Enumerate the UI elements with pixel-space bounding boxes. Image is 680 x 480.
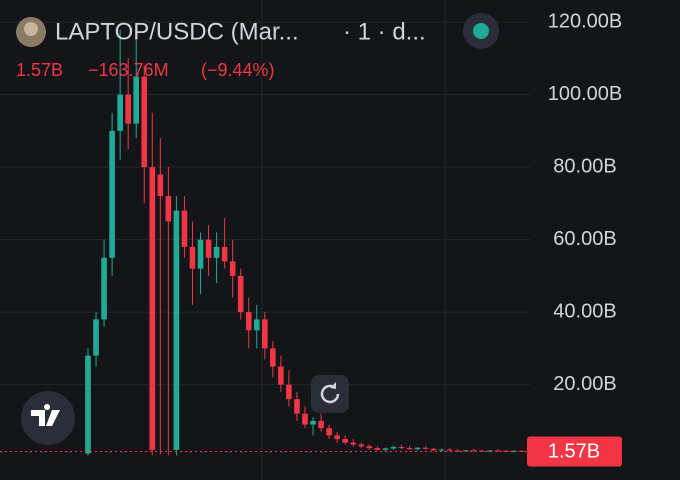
candle-body — [302, 413, 308, 425]
tv-logo-mark — [31, 404, 60, 426]
candle-body — [422, 447, 429, 449]
tv-logo[interactable] — [21, 391, 75, 445]
candle-body — [398, 447, 405, 449]
y-tick-label: 20.00B — [553, 373, 616, 395]
candle-body — [197, 239, 204, 269]
symbol-title[interactable]: LAPTOP/USDC (Mar... — [55, 18, 299, 45]
candle-body — [350, 442, 357, 445]
candle-body — [85, 355, 91, 454]
candle-body — [511, 450, 517, 452]
candle-body — [109, 130, 115, 258]
candle-body — [390, 447, 397, 449]
candle-body — [221, 246, 228, 262]
candle-body — [414, 447, 421, 450]
candle-body — [326, 428, 332, 436]
candle-body — [237, 275, 244, 313]
y-tick-label: 100.00B — [548, 83, 623, 105]
candle-body — [334, 435, 340, 440]
reset-icon-arrow — [330, 382, 336, 389]
candle-body — [286, 384, 292, 400]
candle-body — [270, 348, 276, 367]
candle-body — [374, 448, 381, 450]
candle-body — [382, 448, 389, 450]
reset-icon — [320, 384, 340, 404]
candle-body — [253, 319, 260, 331]
candle-body — [245, 312, 252, 331]
candle-body — [406, 448, 413, 450]
candle-body — [310, 420, 316, 425]
candle-body — [358, 444, 365, 447]
candle-body — [133, 76, 140, 124]
candle-body — [470, 450, 477, 452]
candle-body — [495, 450, 501, 452]
candle-body — [446, 449, 453, 451]
candle-body — [181, 210, 188, 247]
last-price: 1.57B — [16, 60, 63, 80]
candle-body — [342, 439, 348, 443]
candle-body — [462, 450, 469, 452]
candle-body — [93, 319, 99, 356]
avatar-face — [24, 22, 38, 36]
candle-body — [165, 196, 172, 222]
candle-body — [262, 319, 268, 349]
y-tick-label: 80.00B — [553, 155, 616, 177]
candle-body — [213, 246, 220, 258]
price-label-box — [527, 436, 622, 467]
price-label: 1.57B — [548, 441, 600, 463]
candle-body — [366, 446, 373, 449]
interval[interactable]: · 1 · d... — [343, 18, 426, 45]
candle-body — [125, 94, 131, 124]
candle-body — [117, 94, 123, 131]
status-dot — [473, 23, 489, 39]
candle-body — [430, 448, 437, 451]
candle-body — [318, 420, 324, 429]
candle-body — [438, 449, 445, 451]
candle-body — [278, 366, 284, 385]
change-percent: (−9.44%) — [201, 60, 275, 80]
candle-body — [229, 261, 236, 276]
y-tick-label: 40.00B — [553, 300, 616, 322]
candle-body — [205, 239, 212, 258]
candle-body — [149, 167, 156, 450]
candle-body — [173, 210, 180, 450]
candle-body — [294, 399, 300, 414]
candle-body — [101, 257, 107, 320]
candle-body — [157, 174, 164, 197]
change: −163.76M — [88, 60, 169, 80]
candle-body — [189, 246, 196, 269]
reset-button[interactable] — [311, 375, 349, 413]
candle-body — [487, 450, 493, 452]
candle-body — [141, 76, 148, 168]
candle-body — [454, 450, 461, 452]
y-tick-label: 120.00B — [548, 10, 623, 32]
y-tick-label: 60.00B — [553, 228, 616, 250]
